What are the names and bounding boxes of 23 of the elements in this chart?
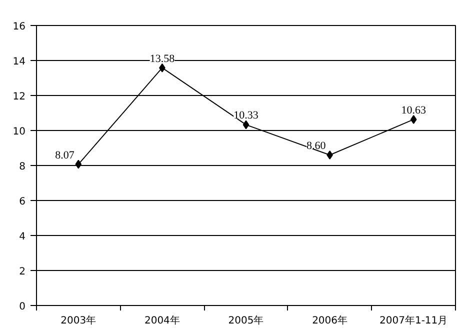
data-label: 10.63 (401, 104, 426, 116)
y-tick-label: 0 (19, 302, 26, 312)
y-tick-label: 4 (19, 232, 26, 242)
data-label: 10.33 (234, 110, 259, 122)
y-tick-label: 10 (12, 126, 26, 138)
x-tick-label: 2005年 (228, 314, 264, 326)
y-tick-label: 2 (19, 266, 26, 278)
y-tick-label: 6 (19, 196, 26, 208)
data-label: 8.07 (55, 149, 75, 162)
y-tick-label: 8 (19, 162, 26, 172)
x-tick-label: 2006年 (312, 314, 348, 326)
x-tick-label: 2004年 (144, 314, 180, 326)
x-tick-label: 2003年 (60, 314, 96, 326)
point (75, 160, 82, 169)
point (410, 114, 417, 124)
y-tick-label: 16 (12, 22, 26, 32)
y-tick-label: 14 (12, 56, 26, 68)
y-tick-label: 12 (12, 92, 26, 102)
x-tick-label: 2007年1-11月 (380, 314, 448, 326)
data-label: 8.60 (306, 140, 326, 152)
data-label: 13.58 (150, 52, 176, 65)
point (242, 120, 250, 130)
point (326, 150, 333, 160)
